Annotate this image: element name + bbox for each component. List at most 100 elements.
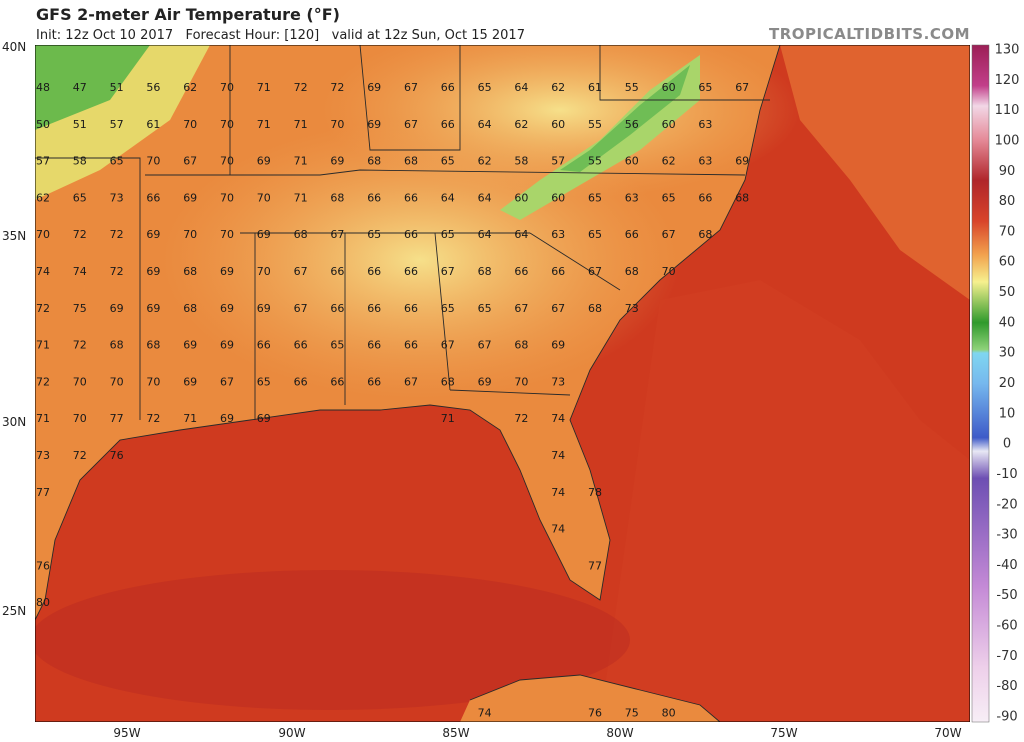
station-temperature: 69 bbox=[367, 118, 381, 131]
station-temperature: 66 bbox=[146, 191, 160, 204]
station-temperature: 62 bbox=[36, 191, 50, 204]
station-temperature: 67 bbox=[220, 375, 234, 388]
station-temperature: 69 bbox=[367, 81, 381, 94]
station-temperature: 76 bbox=[110, 449, 124, 462]
station-temperature: 68 bbox=[367, 155, 381, 168]
colorbar-label: -40 bbox=[996, 558, 1017, 573]
station-temperature: 65 bbox=[441, 302, 455, 315]
station-temperature: 80 bbox=[36, 596, 50, 609]
station-temperature: 60 bbox=[662, 118, 676, 131]
station-temperature: 68 bbox=[146, 339, 160, 352]
station-temperature: 67 bbox=[294, 302, 308, 315]
station-temperature: 74 bbox=[478, 707, 492, 720]
station-temperature: 57 bbox=[551, 155, 565, 168]
station-temperature: 66 bbox=[330, 302, 344, 315]
station-temperature: 55 bbox=[588, 155, 602, 168]
station-temperature: 69 bbox=[330, 155, 344, 168]
colorbar-label: -30 bbox=[996, 528, 1017, 543]
station-temperature: 69 bbox=[257, 228, 271, 241]
latitude-label: 30N bbox=[2, 415, 26, 429]
colorbar-label: 90 bbox=[999, 164, 1016, 179]
station-temperature: 70 bbox=[514, 375, 528, 388]
station-temperature: 70 bbox=[662, 265, 676, 278]
station-temperature: 66 bbox=[404, 339, 418, 352]
station-temperature: 67 bbox=[662, 228, 676, 241]
station-temperature: 62 bbox=[478, 155, 492, 168]
station-temperature: 63 bbox=[698, 118, 712, 131]
station-temperature: 67 bbox=[404, 375, 418, 388]
station-temperature: 71 bbox=[257, 81, 271, 94]
station-temperature: 48 bbox=[36, 81, 50, 94]
station-temperature: 77 bbox=[110, 412, 124, 425]
station-temperature: 67 bbox=[294, 265, 308, 278]
station-temperature: 69 bbox=[257, 155, 271, 168]
station-temperature: 66 bbox=[330, 375, 344, 388]
station-temperature: 57 bbox=[36, 155, 50, 168]
station-temperature: 66 bbox=[514, 265, 528, 278]
station-temperature: 71 bbox=[294, 191, 308, 204]
station-temperature: 70 bbox=[257, 265, 271, 278]
station-temperature: 70 bbox=[220, 118, 234, 131]
station-temperature: 56 bbox=[146, 81, 160, 94]
colorbar-label: 130 bbox=[995, 43, 1020, 58]
station-temperature: 74 bbox=[551, 523, 565, 536]
station-temperature: 68 bbox=[330, 191, 344, 204]
longitude-label: 85W bbox=[442, 726, 469, 740]
station-temperature: 74 bbox=[36, 265, 50, 278]
colorbar bbox=[971, 44, 990, 723]
colorbar-label: -50 bbox=[996, 588, 1017, 603]
colorbar-label: 80 bbox=[999, 194, 1016, 209]
station-temperature: 71 bbox=[294, 118, 308, 131]
station-temperature: 72 bbox=[146, 412, 160, 425]
colorbar-label: 110 bbox=[995, 103, 1020, 118]
station-temperature: 66 bbox=[367, 339, 381, 352]
station-temperature: 69 bbox=[220, 339, 234, 352]
station-temperature: 67 bbox=[551, 302, 565, 315]
brand: TROPICALTIDBITS.COM bbox=[769, 25, 970, 43]
station-temperature: 50 bbox=[36, 118, 50, 131]
station-temperature: 60 bbox=[514, 191, 528, 204]
station-temperature: 69 bbox=[220, 265, 234, 278]
station-temperature: 66 bbox=[404, 191, 418, 204]
station-temperature: 64 bbox=[478, 228, 492, 241]
station-temperature: 72 bbox=[73, 449, 87, 462]
colorbar-label: 30 bbox=[999, 346, 1016, 361]
station-temperature: 55 bbox=[588, 118, 602, 131]
station-temperature: 69 bbox=[146, 302, 160, 315]
station-temperature: 66 bbox=[404, 302, 418, 315]
station-temperature: 67 bbox=[735, 81, 749, 94]
station-temperature: 70 bbox=[220, 191, 234, 204]
station-temperature: 66 bbox=[367, 302, 381, 315]
station-temperature: 72 bbox=[36, 375, 50, 388]
colorbar-label: 10 bbox=[999, 406, 1016, 421]
axes: 40N 35N 30N 25N 95W 90W 85W 80W 75W 70W 130 120 110 1… bbox=[2, 40, 1019, 740]
station-temperature: 63 bbox=[551, 228, 565, 241]
station-temperature: 68 bbox=[294, 228, 308, 241]
station-temperature: 65 bbox=[73, 191, 87, 204]
colorbar-label: 60 bbox=[999, 255, 1016, 270]
station-temperature: 73 bbox=[551, 375, 565, 388]
station-temperature: 65 bbox=[478, 302, 492, 315]
station-temperature: 68 bbox=[514, 339, 528, 352]
station-temperature: 70 bbox=[183, 118, 197, 131]
station-temperature: 70 bbox=[257, 191, 271, 204]
station-temperature: 69 bbox=[257, 412, 271, 425]
station-temperature: 58 bbox=[514, 155, 528, 168]
station-temperature: 72 bbox=[294, 81, 308, 94]
station-temperature: 69 bbox=[257, 302, 271, 315]
station-temperature: 75 bbox=[625, 707, 639, 720]
latitude-label: 35N bbox=[2, 229, 26, 243]
station-temperature: 70 bbox=[73, 412, 87, 425]
station-temperature: 66 bbox=[330, 265, 344, 278]
station-temperature: 66 bbox=[441, 118, 455, 131]
station-temperature: 71 bbox=[36, 339, 50, 352]
station-temperature: 65 bbox=[478, 81, 492, 94]
colorbar-label: -10 bbox=[996, 467, 1017, 482]
station-temperature: 73 bbox=[110, 191, 124, 204]
station-temperature: 66 bbox=[294, 339, 308, 352]
station-temperature: 69 bbox=[551, 339, 565, 352]
station-temperature: 60 bbox=[551, 191, 565, 204]
station-temperature: 66 bbox=[441, 81, 455, 94]
station-temperature: 69 bbox=[735, 155, 749, 168]
